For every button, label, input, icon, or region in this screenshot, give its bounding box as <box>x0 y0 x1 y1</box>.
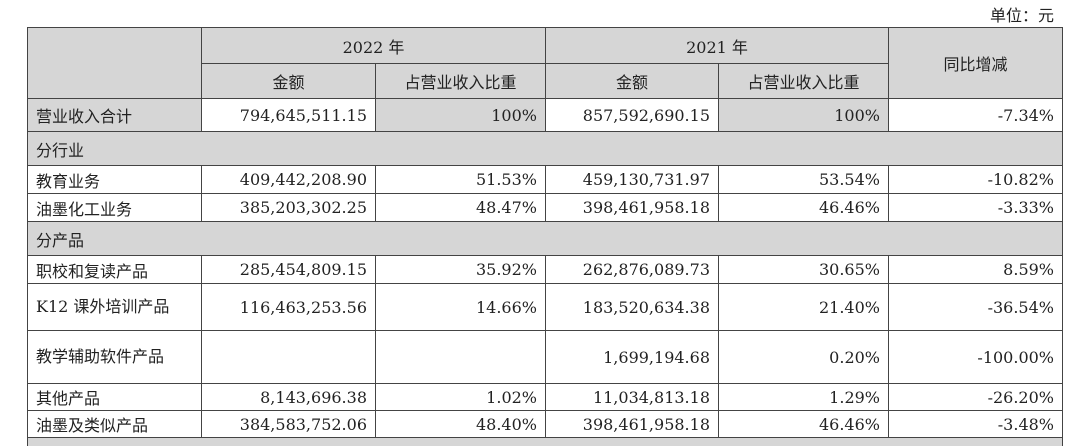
share-2022: 1.02% <box>376 384 546 411</box>
corner-cell <box>28 28 202 99</box>
amount-2022: 285,454,809.15 <box>202 256 376 284</box>
header-2022: 2022 年 <box>202 28 546 64</box>
section-industry: 分行业 <box>28 132 1063 166</box>
share-2022: 100% <box>376 99 546 132</box>
yoy-change: -3.33% <box>889 194 1063 222</box>
header-yoy: 同比增减 <box>889 28 1063 99</box>
amount-2021: 857,592,690.15 <box>546 99 719 132</box>
amount-2021: 262,876,089.73 <box>546 256 719 284</box>
row-label: 其他产品 <box>28 384 202 411</box>
share-2021: 21.40% <box>719 284 889 331</box>
share-2021: 0.20% <box>719 331 889 384</box>
share-2021: 30.65% <box>719 256 889 284</box>
amount-2022: 384,583,752.06 <box>202 411 376 438</box>
section-product: 分产品 <box>28 222 1063 256</box>
share-2022: 14.66% <box>376 284 546 331</box>
share-2022 <box>376 331 546 384</box>
row-label: 职校和复读产品 <box>28 256 202 284</box>
yoy-change: -10.82% <box>889 166 1063 194</box>
unit-label: 单位：元 <box>990 2 1054 26</box>
table-row-total: 营业收入合计 794,645,511.15 100% 857,592,690.1… <box>28 99 1063 132</box>
amount-2021: 11,034,813.18 <box>546 384 719 411</box>
header-amount-2022: 金额 <box>202 64 376 99</box>
share-2021: 100% <box>719 99 889 132</box>
header-share-2021: 占营业收入比重 <box>719 64 889 99</box>
yoy-change: -36.54% <box>889 284 1063 331</box>
row-label: 教学辅助软件产品 <box>28 331 202 384</box>
share-2021: 46.46% <box>719 194 889 222</box>
amount-2021: 183,520,634.38 <box>546 284 719 331</box>
amount-2022: 385,203,302.25 <box>202 194 376 222</box>
row-label: 油墨化工业务 <box>28 194 202 222</box>
yoy-change: -7.34% <box>889 99 1063 132</box>
amount-2022 <box>202 331 376 384</box>
amount-2021: 1,699,194.68 <box>546 331 719 384</box>
share-2021: 1.29% <box>719 384 889 411</box>
share-2022: 48.47% <box>376 194 546 222</box>
share-2022: 48.40% <box>376 411 546 438</box>
yoy-change: -26.20% <box>889 384 1063 411</box>
amount-2022: 409,442,208.90 <box>202 166 376 194</box>
row-label: 营业收入合计 <box>28 99 202 132</box>
revenue-table: 2022 年 2021 年 同比增减 金额 占营业收入比重 金额 占营业收入比重… <box>27 27 1063 446</box>
share-2021: 53.54% <box>719 166 889 194</box>
amount-2022: 116,463,253.56 <box>202 284 376 331</box>
yoy-change: -100.00% <box>889 331 1063 384</box>
amount-2021: 398,461,958.18 <box>546 194 719 222</box>
amount-2022: 8,143,696.38 <box>202 384 376 411</box>
row-label: K12 课外培训产品 <box>28 284 202 331</box>
header-amount-2021: 金额 <box>546 64 719 99</box>
share-2022: 51.53% <box>376 166 546 194</box>
row-label: 教育业务 <box>28 166 202 194</box>
share-2021: 46.46% <box>719 411 889 438</box>
yoy-change: -3.48% <box>889 411 1063 438</box>
header-share-2022: 占营业收入比重 <box>376 64 546 99</box>
amount-2022: 794,645,511.15 <box>202 99 376 132</box>
row-label: 油墨及类似产品 <box>28 411 202 438</box>
table-continuation <box>28 438 1063 446</box>
share-2022: 35.92% <box>376 256 546 284</box>
header-2021: 2021 年 <box>546 28 889 64</box>
amount-2021: 459,130,731.97 <box>546 166 719 194</box>
amount-2021: 398,461,958.18 <box>546 411 719 438</box>
yoy-change: 8.59% <box>889 256 1063 284</box>
